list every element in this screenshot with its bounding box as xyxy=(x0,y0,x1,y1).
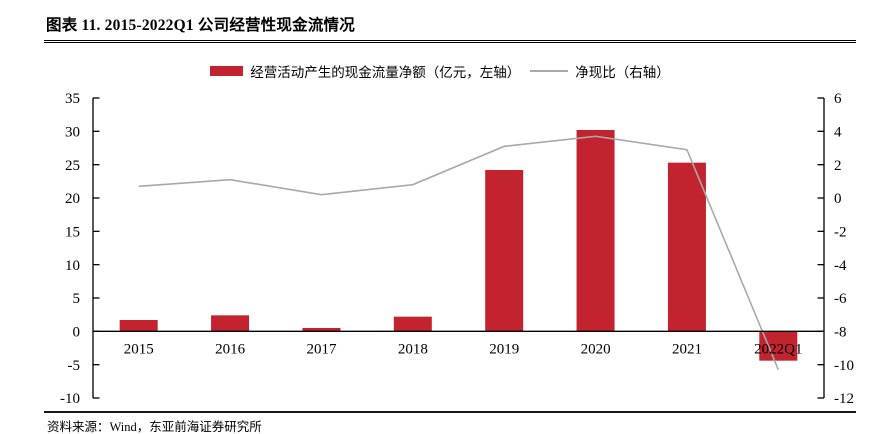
left-tick-label: -10 xyxy=(60,391,80,407)
bar-2017 xyxy=(302,328,341,332)
left-tick-label: -5 xyxy=(68,358,81,374)
line-series-swatch-icon xyxy=(530,70,569,72)
bar-2020 xyxy=(576,130,615,332)
category-label-2020: 2020 xyxy=(581,341,611,357)
bar-2021 xyxy=(667,162,706,332)
right-tick-label: 4 xyxy=(834,125,842,141)
left-tick-label: 35 xyxy=(65,91,80,107)
category-label-2021: 2021 xyxy=(672,341,702,357)
left-tick-label: 20 xyxy=(65,191,80,207)
right-tick-label: -4 xyxy=(834,258,847,274)
right-tick-label: -6 xyxy=(834,291,847,307)
bar-2022Q1 xyxy=(759,331,798,361)
figure-title: 图表 11. 2015-2022Q1 公司经营性现金流情况 xyxy=(46,17,355,34)
category-label-2015: 2015 xyxy=(124,341,154,357)
category-label-2016: 2016 xyxy=(215,341,246,357)
right-tick-label: -10 xyxy=(834,358,854,374)
right-tick-label: 2 xyxy=(834,158,842,174)
legend-item-bar-series: 经营活动产生的现金流量净额（亿元，左轴） xyxy=(210,61,520,81)
footer-divider xyxy=(44,411,856,413)
right-tick-label: -12 xyxy=(834,391,854,407)
right-tick-label: 6 xyxy=(834,91,842,107)
bar-series-swatch-icon xyxy=(210,66,244,76)
bar-2015 xyxy=(119,320,158,332)
left-tick-label: 10 xyxy=(65,258,80,274)
category-label-2019: 2019 xyxy=(489,341,519,357)
bar-2019 xyxy=(485,170,524,332)
bar-2018 xyxy=(393,316,432,332)
bar-2016 xyxy=(211,315,250,332)
chart-legend: 经营活动产生的现金流量净额（亿元，左轴） 净现比（右轴） xyxy=(0,61,880,81)
left-tick-label: 30 xyxy=(65,125,80,141)
net-cash-ratio-line xyxy=(138,135,780,370)
left-tick-label: 0 xyxy=(73,325,81,341)
legend-bar-label: 经营活动产生的现金流量净额（亿元，左轴） xyxy=(250,65,521,80)
right-tick-label: -8 xyxy=(834,325,847,341)
left-tick-label: 5 xyxy=(73,291,81,307)
category-label-2022Q1: 2022Q1 xyxy=(754,341,802,357)
legend-item-line-series: 净现比（右轴） xyxy=(530,61,670,81)
right-tick-label: -2 xyxy=(834,225,847,241)
source-note: 资料来源：Wind，东亚前海证券研究所 xyxy=(47,420,262,434)
right-tick-label: 0 xyxy=(834,191,842,207)
left-tick-label: 15 xyxy=(65,225,80,241)
title-divider xyxy=(44,40,856,43)
category-label-2017: 2017 xyxy=(306,341,337,357)
category-label-2018: 2018 xyxy=(398,341,428,357)
left-tick-label: 25 xyxy=(65,158,80,174)
legend-line-label: 净现比（右轴） xyxy=(575,65,670,80)
